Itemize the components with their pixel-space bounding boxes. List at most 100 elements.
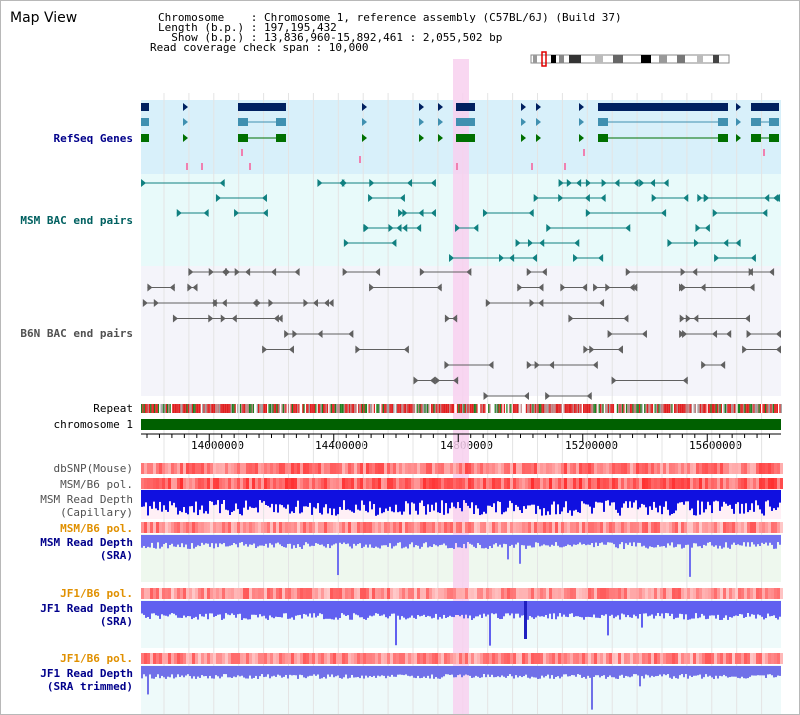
read-depth-bar (693, 601, 695, 619)
bac-end-marker (444, 361, 450, 369)
read-depth-bar (259, 666, 261, 677)
repeat-mark (567, 404, 569, 413)
read-depth-bar (709, 666, 711, 676)
read-depth-bar (753, 666, 755, 676)
repeat-mark (369, 404, 372, 413)
read-depth-bar (767, 490, 769, 501)
polymorphism-cell (252, 522, 255, 533)
polymorphism-cell (552, 478, 555, 489)
read-depth-bar (713, 666, 715, 679)
read-depth-bar (231, 666, 233, 678)
polymorphism-cell (354, 463, 357, 474)
polymorphism-cell (693, 588, 696, 599)
repeat-mark (339, 404, 342, 413)
repeat-mark (538, 404, 541, 413)
polymorphism-cell (780, 478, 783, 489)
read-depth-bar (751, 535, 753, 543)
repeat-mark (297, 404, 299, 413)
repeat-mark (393, 404, 395, 413)
read-depth-bar (221, 666, 223, 677)
repeat-mark (346, 404, 348, 413)
read-depth-bar (563, 601, 565, 615)
read-depth-bar (295, 535, 297, 548)
read-depth-bar (317, 490, 319, 504)
read-depth-bar (407, 535, 409, 549)
read-depth-bar (539, 535, 541, 547)
read-depth-bar (771, 490, 773, 511)
read-depth-bar (509, 535, 511, 547)
read-depth-bar (217, 535, 219, 548)
polymorphism-cell (408, 522, 411, 533)
read-depth-bar (577, 490, 579, 513)
read-depth-bar (661, 601, 663, 614)
repeat-mark (555, 404, 557, 413)
polymorphism-cell (159, 463, 162, 474)
polymorphism-cell (636, 463, 639, 474)
read-depth-bar (631, 490, 633, 508)
read-depth-bar (567, 666, 569, 677)
polymorphism-cell (540, 478, 543, 489)
read-depth-bar (707, 535, 709, 543)
polymorphism-cell (435, 478, 438, 489)
read-depth-bar (317, 666, 319, 675)
repeat-mark (464, 404, 466, 413)
read-depth-bar (455, 601, 457, 615)
polymorphism-cell (624, 653, 627, 664)
polymorphism-cell (279, 588, 282, 599)
read-depth-bar (409, 666, 411, 677)
polymorphism-cell (243, 588, 246, 599)
polymorphism-cell (294, 463, 297, 474)
polymorphism-cell (390, 588, 393, 599)
polymorphism-cell (777, 463, 780, 474)
bac-end-marker (726, 330, 732, 338)
polymorphism-cell (525, 463, 528, 474)
repeat-mark (395, 404, 398, 413)
polymorphism-cell (438, 478, 441, 489)
read-depth-bar (615, 666, 617, 679)
read-depth-bar (481, 601, 483, 618)
read-depth-bar (759, 490, 761, 510)
polymorphism-cell (762, 522, 765, 533)
repeat-mark (224, 404, 226, 413)
read-depth-bar (557, 601, 559, 617)
polymorphism-cell (486, 653, 489, 664)
read-depth-bar (585, 535, 587, 546)
read-depth-bar (169, 490, 171, 502)
read-depth-bar (275, 601, 277, 617)
read-depth-bar (433, 490, 435, 511)
polymorphism-cell (228, 653, 231, 664)
read-depth-bar (251, 490, 253, 508)
polymorphism-cell (528, 522, 531, 533)
axis-tick-label: 15200000 (565, 439, 618, 452)
read-depth-bar (569, 601, 571, 614)
read-depth-bar (223, 601, 225, 619)
polymorphism-cell (399, 522, 402, 533)
read-depth-bar (731, 666, 733, 677)
repeat-mark (775, 404, 777, 413)
polymorphism-cell (543, 463, 546, 474)
repeat-mark (216, 404, 218, 413)
polymorphism-cell (723, 522, 726, 533)
repeat-mark (765, 404, 767, 413)
polymorphism-cell (291, 588, 294, 599)
bac-end-marker (473, 224, 479, 232)
chromosome-ideogram[interactable] (529, 51, 733, 67)
polymorphism-cell (261, 478, 264, 489)
read-depth-bar (305, 666, 307, 679)
bac-end-marker (625, 268, 631, 276)
read-depth-bar (177, 601, 179, 618)
read-depth-bar (169, 666, 171, 678)
polymorphism-cell (150, 463, 153, 474)
read-depth-bar (315, 490, 317, 509)
bac-end-marker (679, 330, 685, 338)
repeat-mark (467, 404, 469, 413)
read-depth-bar (659, 601, 661, 617)
read-depth-bar (339, 666, 341, 678)
repeat-mark (251, 404, 253, 413)
repeat-mark (623, 404, 625, 413)
repeat-mark (378, 404, 381, 413)
repeat-mark (455, 404, 457, 413)
read-depth-bar (701, 535, 703, 549)
read-depth-bar (519, 490, 521, 511)
